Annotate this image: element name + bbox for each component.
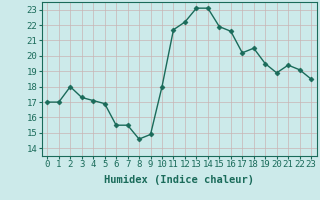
X-axis label: Humidex (Indice chaleur): Humidex (Indice chaleur) bbox=[104, 175, 254, 185]
